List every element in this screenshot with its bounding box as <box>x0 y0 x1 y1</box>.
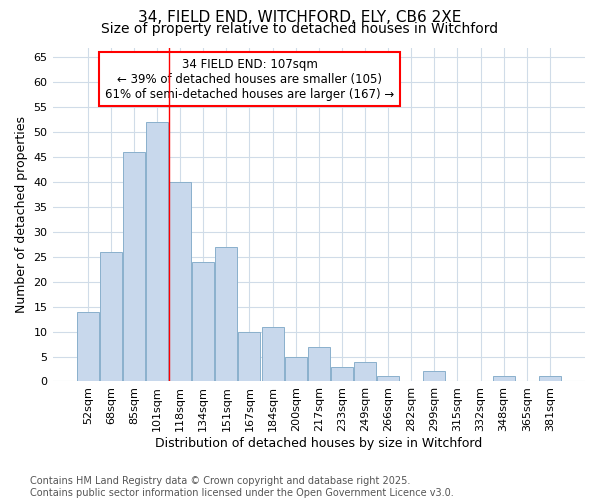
Bar <box>308 346 330 382</box>
Text: 34, FIELD END, WITCHFORD, ELY, CB6 2XE: 34, FIELD END, WITCHFORD, ELY, CB6 2XE <box>139 10 461 25</box>
Y-axis label: Number of detached properties: Number of detached properties <box>15 116 28 313</box>
Bar <box>238 332 260 382</box>
X-axis label: Distribution of detached houses by size in Witchford: Distribution of detached houses by size … <box>155 437 482 450</box>
Bar <box>354 362 376 382</box>
Bar <box>377 376 399 382</box>
Bar <box>77 312 98 382</box>
Bar <box>331 366 353 382</box>
Bar <box>215 247 238 382</box>
Bar <box>100 252 122 382</box>
Bar <box>493 376 515 382</box>
Bar <box>262 326 284 382</box>
Bar <box>539 376 561 382</box>
Bar <box>169 182 191 382</box>
Bar <box>284 356 307 382</box>
Text: Size of property relative to detached houses in Witchford: Size of property relative to detached ho… <box>101 22 499 36</box>
Bar <box>192 262 214 382</box>
Text: 34 FIELD END: 107sqm
← 39% of detached houses are smaller (105)
61% of semi-deta: 34 FIELD END: 107sqm ← 39% of detached h… <box>105 58 394 100</box>
Bar <box>123 152 145 382</box>
Text: Contains HM Land Registry data © Crown copyright and database right 2025.
Contai: Contains HM Land Registry data © Crown c… <box>30 476 454 498</box>
Bar <box>146 122 168 382</box>
Bar <box>424 372 445 382</box>
